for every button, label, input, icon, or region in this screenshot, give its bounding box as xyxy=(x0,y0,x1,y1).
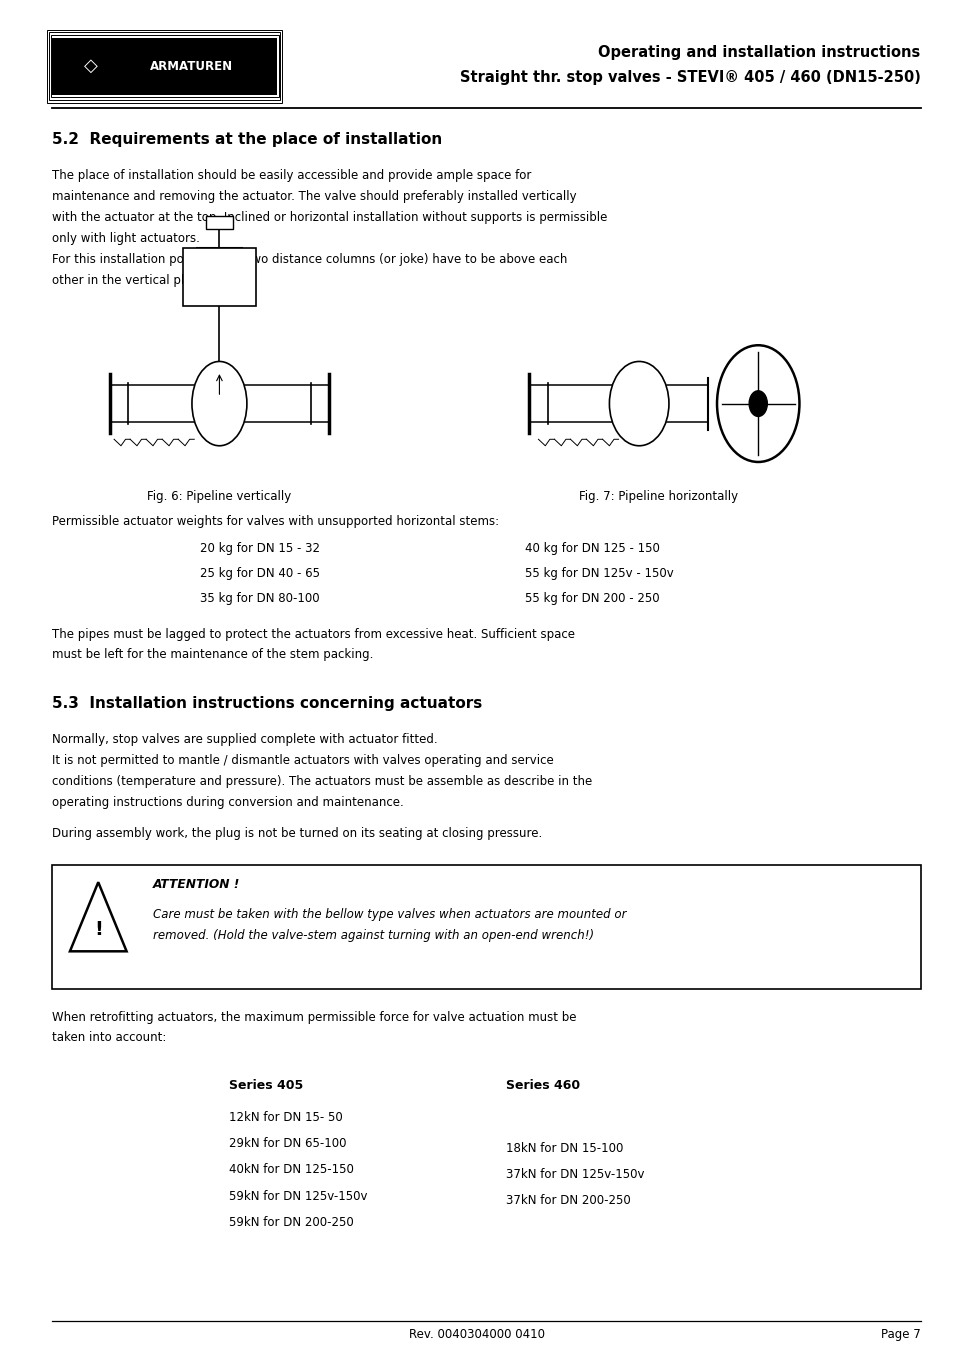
Text: 37kN for DN 125v-150v: 37kN for DN 125v-150v xyxy=(505,1167,643,1181)
Text: operating instructions during conversion and maintenance.: operating instructions during conversion… xyxy=(52,796,404,809)
Text: For this installation position, the two distance columns (or joke) have to be ab: For this installation position, the two … xyxy=(52,253,567,266)
Text: must be left for the maintenance of the stem packing.: must be left for the maintenance of the … xyxy=(52,648,374,662)
Bar xyxy=(183,249,255,307)
Text: 5.3  Installation instructions concerning actuators: 5.3 Installation instructions concerning… xyxy=(52,696,482,712)
Bar xyxy=(47,30,282,103)
Text: Permissible actuator weights for valves with unsupported horizontal stems:: Permissible actuator weights for valves … xyxy=(52,515,499,528)
Text: When retrofitting actuators, the maximum permissible force for valve actuation m: When retrofitting actuators, the maximum… xyxy=(52,1011,577,1024)
Text: Rev. 0040304000 0410: Rev. 0040304000 0410 xyxy=(409,1328,544,1342)
Bar xyxy=(49,32,280,100)
Text: ATTENTION !: ATTENTION ! xyxy=(152,878,240,892)
Text: taken into account:: taken into account: xyxy=(52,1032,167,1044)
Text: Series 460: Series 460 xyxy=(505,1079,579,1093)
Text: Care must be taken with the bellow type valves when actuators are mounted or: Care must be taken with the bellow type … xyxy=(152,908,625,921)
Ellipse shape xyxy=(609,362,668,446)
Text: Operating and installation instructions: Operating and installation instructions xyxy=(598,45,920,59)
Text: Fig. 7: Pipeline horizontally: Fig. 7: Pipeline horizontally xyxy=(578,490,737,504)
Text: 29kN for DN 65-100: 29kN for DN 65-100 xyxy=(229,1136,346,1150)
Text: 55 kg for DN 200 - 250: 55 kg for DN 200 - 250 xyxy=(524,592,659,605)
Text: 59kN for DN 125v-150v: 59kN for DN 125v-150v xyxy=(229,1189,367,1202)
Text: 18kN for DN 15-100: 18kN for DN 15-100 xyxy=(505,1142,622,1155)
Text: 40 kg for DN 125 - 150: 40 kg for DN 125 - 150 xyxy=(524,542,659,555)
Text: The pipes must be lagged to protect the actuators from excessive heat. Sufficien: The pipes must be lagged to protect the … xyxy=(52,627,575,640)
Text: only with light actuators.: only with light actuators. xyxy=(52,232,200,245)
Bar xyxy=(52,38,276,95)
Circle shape xyxy=(748,390,766,416)
Text: 40kN for DN 125-150: 40kN for DN 125-150 xyxy=(229,1163,354,1177)
Text: 25 kg for DN 40 - 65: 25 kg for DN 40 - 65 xyxy=(200,566,320,580)
Text: ◇: ◇ xyxy=(84,57,97,76)
Text: Normally, stop valves are supplied complete with actuator fitted.: Normally, stop valves are supplied compl… xyxy=(52,732,437,746)
Text: Fig. 6: Pipeline vertically: Fig. 6: Pipeline vertically xyxy=(147,490,292,504)
Text: maintenance and removing the actuator. The valve should preferably installed ver: maintenance and removing the actuator. T… xyxy=(52,190,577,203)
Text: It is not permitted to mantle / dismantle actuators with valves operating and se: It is not permitted to mantle / dismantl… xyxy=(52,754,554,767)
Text: removed. (Hold the valve-stem against turning with an open-end wrench!): removed. (Hold the valve-stem against tu… xyxy=(152,928,593,942)
Text: conditions (temperature and pressure). The actuators must be assemble as describ: conditions (temperature and pressure). T… xyxy=(52,774,592,788)
Text: Page 7: Page 7 xyxy=(880,1328,920,1342)
Text: other in the vertical plane.: other in the vertical plane. xyxy=(52,273,211,286)
Text: 35 kg for DN 80-100: 35 kg for DN 80-100 xyxy=(200,592,319,605)
Text: !: ! xyxy=(93,920,103,939)
Text: ARMATUREN: ARMATUREN xyxy=(150,59,233,73)
Bar xyxy=(206,216,233,228)
Text: 59kN for DN 200-250: 59kN for DN 200-250 xyxy=(229,1216,354,1229)
Text: with the actuator at the top. Inclined or horizontal installation without suppor: with the actuator at the top. Inclined o… xyxy=(52,211,607,224)
Bar xyxy=(51,35,278,97)
Text: 5.2  Requirements at the place of installation: 5.2 Requirements at the place of install… xyxy=(52,132,442,147)
Text: 12kN for DN 15- 50: 12kN for DN 15- 50 xyxy=(229,1111,342,1124)
Text: The place of installation should be easily accessible and provide ample space fo: The place of installation should be easi… xyxy=(52,169,531,182)
Text: Series 405: Series 405 xyxy=(229,1079,303,1093)
Ellipse shape xyxy=(192,362,247,446)
Text: 55 kg for DN 125v - 150v: 55 kg for DN 125v - 150v xyxy=(524,566,673,580)
Text: Straight thr. stop valves - STEVI® 405 / 460 (DN15-250): Straight thr. stop valves - STEVI® 405 /… xyxy=(459,70,920,85)
Bar xyxy=(52,865,920,989)
Text: 20 kg for DN 15 - 32: 20 kg for DN 15 - 32 xyxy=(200,542,320,555)
Text: During assembly work, the plug is not be turned on its seating at closing pressu: During assembly work, the plug is not be… xyxy=(52,827,542,840)
Text: 37kN for DN 200-250: 37kN for DN 200-250 xyxy=(505,1194,630,1208)
